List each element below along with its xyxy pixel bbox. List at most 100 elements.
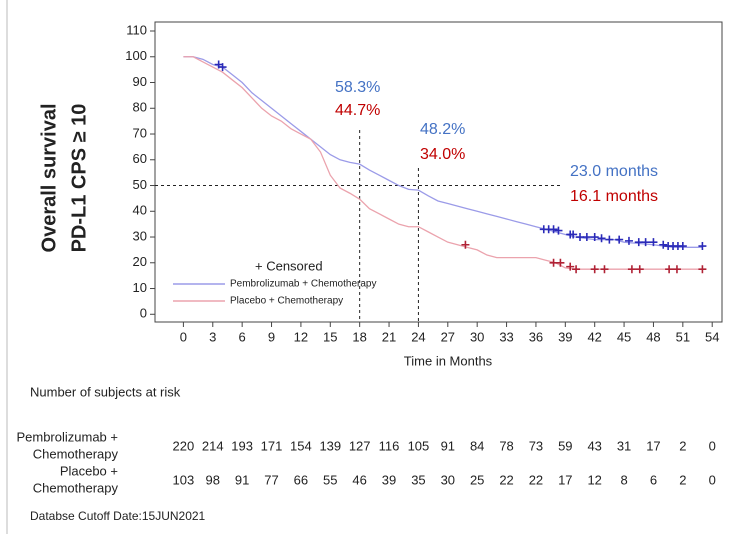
censor-mark <box>615 235 624 244</box>
annotation: 16.1 months <box>570 188 658 205</box>
legend-label: Pembrolizumab + Chemotherapy <box>230 279 376 290</box>
risk-value: 66 <box>294 472 308 487</box>
risk-value: 77 <box>264 472 278 487</box>
risk-value: 78 <box>499 438 513 453</box>
x-tick-label: 54 <box>705 329 719 344</box>
risk-title: Number of subjects at risk <box>30 384 181 399</box>
y-tick-label: 70 <box>133 125 147 140</box>
censor-mark <box>566 262 575 271</box>
footnote: Databse Cutoff Date:15JUN2021 <box>30 509 206 523</box>
risk-value: 17 <box>646 438 660 453</box>
x-tick-label: 9 <box>268 329 275 344</box>
censor-mark <box>569 230 578 239</box>
censor-mark <box>597 234 606 243</box>
x-tick-label: 6 <box>239 329 246 344</box>
y-tick-label: 50 <box>133 177 147 192</box>
risk-value: 2 <box>679 438 686 453</box>
risk-value: 22 <box>499 472 513 487</box>
x-tick-label: 39 <box>558 329 572 344</box>
x-tick-label: 45 <box>617 329 631 344</box>
annotation: 34.0% <box>420 146 465 163</box>
x-tick-label: 27 <box>441 329 455 344</box>
risk-value: 139 <box>319 438 341 453</box>
x-tick-label: 36 <box>529 329 543 344</box>
risk-value: 214 <box>202 438 224 453</box>
risk-value: 2 <box>679 472 686 487</box>
annotation: 48.2% <box>420 121 465 138</box>
censor-mark <box>624 236 633 245</box>
x-tick-label: 33 <box>499 329 513 344</box>
risk-value: 0 <box>709 438 716 453</box>
censor-mark <box>549 258 558 267</box>
risk-value: 8 <box>620 472 627 487</box>
y-tick-label: 90 <box>133 74 147 89</box>
censor-mark <box>698 242 707 251</box>
x-tick-label: 12 <box>294 329 308 344</box>
risk-value: 22 <box>529 472 543 487</box>
risk-value: 35 <box>411 472 425 487</box>
x-tick-label: 18 <box>352 329 366 344</box>
censor-mark <box>461 240 470 249</box>
censor-mark <box>600 265 609 274</box>
risk-value: 171 <box>261 438 283 453</box>
risk-value: 0 <box>709 472 716 487</box>
risk-value: 116 <box>379 438 400 453</box>
risk-value: 17 <box>558 472 572 487</box>
censor-mark <box>572 265 581 274</box>
x-tick-label: 42 <box>587 329 601 344</box>
risk-value: 154 <box>290 438 312 453</box>
survival-curve <box>183 56 703 270</box>
y-tick-label: 110 <box>126 22 147 37</box>
risk-row-label: Placebo + <box>60 463 118 478</box>
legend-censored: + Censored <box>255 258 323 273</box>
risk-value: 30 <box>441 472 455 487</box>
censor-mark <box>590 265 599 274</box>
risk-value: 25 <box>470 472 484 487</box>
risk-row-label: Chemotherapy <box>33 480 119 495</box>
censor-mark <box>576 233 585 242</box>
risk-value: 55 <box>323 472 337 487</box>
legend-label: Placebo + Chemotherapy <box>230 296 343 307</box>
annotation: 44.7% <box>335 102 380 119</box>
censor-mark <box>556 258 565 267</box>
y-tick-label: 20 <box>133 254 147 269</box>
risk-value: 103 <box>173 472 195 487</box>
risk-value: 39 <box>382 472 396 487</box>
censor-mark <box>641 238 650 247</box>
risk-value: 91 <box>235 472 249 487</box>
censor-mark <box>218 63 227 72</box>
censor-mark <box>582 233 591 242</box>
y-tick-label: 40 <box>133 203 147 218</box>
censor-mark <box>672 265 681 274</box>
risk-value: 59 <box>558 438 572 453</box>
risk-value: 91 <box>441 438 455 453</box>
x-tick-label: 48 <box>646 329 660 344</box>
risk-row-label: Chemotherapy <box>33 446 119 461</box>
risk-value: 84 <box>470 438 484 453</box>
x-label: Time in Months <box>404 353 493 368</box>
x-tick-label: 0 <box>180 329 187 344</box>
censor-mark <box>605 235 614 244</box>
censor-mark <box>659 240 668 249</box>
censor-mark <box>635 265 644 274</box>
y-tick-label: 10 <box>133 280 147 295</box>
risk-value: 31 <box>617 438 631 453</box>
risk-row-label: Pembrolizumab + <box>16 429 118 444</box>
risk-value: 98 <box>206 472 220 487</box>
censor-mark <box>590 233 599 242</box>
censor-mark <box>649 238 658 247</box>
y-label: Overall survival <box>38 104 60 253</box>
x-tick-label: 3 <box>209 329 216 344</box>
x-tick-label: 24 <box>411 329 425 344</box>
censor-mark <box>634 238 643 247</box>
annotation: 58.3% <box>335 79 380 96</box>
risk-value: 73 <box>529 438 543 453</box>
x-tick-label: 21 <box>382 329 396 344</box>
y-tick-label: 100 <box>125 48 147 63</box>
censor-mark <box>698 265 707 274</box>
y-tick-label: 0 <box>140 306 147 321</box>
censor-mark <box>554 226 563 235</box>
y-tick-label: 60 <box>133 151 147 166</box>
risk-value: 6 <box>650 472 657 487</box>
